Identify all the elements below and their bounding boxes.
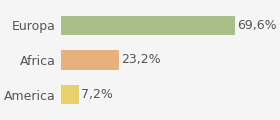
Bar bbox=[61, 15, 235, 35]
Text: 69,6%: 69,6% bbox=[237, 19, 277, 32]
Text: 7,2%: 7,2% bbox=[81, 88, 113, 101]
Bar bbox=[61, 85, 79, 105]
Text: 23,2%: 23,2% bbox=[121, 54, 161, 66]
Bar bbox=[61, 50, 119, 70]
